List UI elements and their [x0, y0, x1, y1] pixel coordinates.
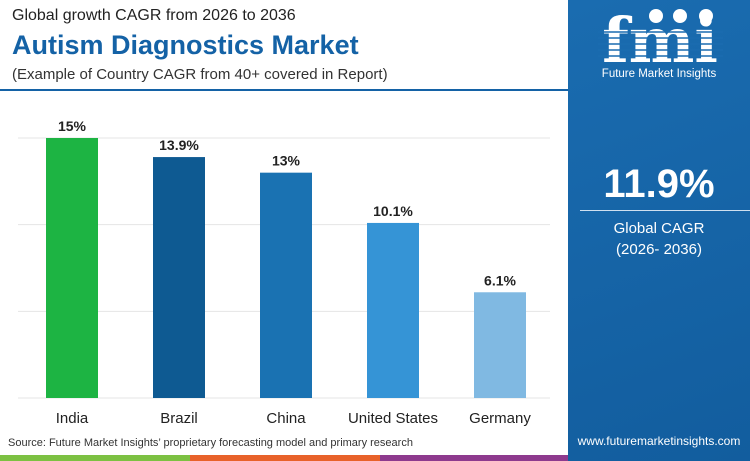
bar-chart: 15% India 13.9% Brazil 13% China 10.1% United S…	[18, 118, 550, 427]
data-label: 13%	[272, 153, 301, 169]
stripe-purple	[380, 455, 568, 461]
cagr-label: Global CAGR	[613, 220, 705, 237]
data-label: 13.9%	[159, 137, 199, 153]
x-tick-label: China	[266, 410, 306, 427]
brand-name: Future Market Insights	[601, 68, 717, 80]
x-tick-label: Germany	[469, 410, 531, 427]
stripe-green	[0, 455, 190, 461]
chart-title: Autism Diagnostics Market	[12, 30, 359, 60]
data-label: 10.1%	[373, 203, 413, 219]
divider	[580, 210, 750, 211]
bar-india	[46, 138, 98, 398]
fmi-logo: fmi	[598, 4, 723, 77]
x-tick-label: United States	[348, 410, 438, 427]
chart-subtitle: Global growth CAGR from 2026 to 2036	[12, 7, 296, 24]
divider	[0, 89, 568, 91]
chart-note: (Example of Country CAGR from 40+ covere…	[12, 66, 388, 83]
data-label: 6.1%	[484, 272, 516, 288]
data-label: 15%	[58, 118, 87, 134]
bar-united-states	[367, 222, 419, 398]
bar-germany	[474, 292, 526, 398]
x-tick-label: India	[56, 410, 89, 427]
bar-brazil	[153, 157, 205, 398]
stripe-orange	[190, 455, 380, 461]
x-tick-label: Brazil	[160, 410, 198, 427]
source-note: Source: Future Market Insights’ propriet…	[8, 437, 413, 449]
cagr-period: (2026- 2036)	[616, 241, 702, 258]
bar-china	[260, 172, 312, 398]
website-link[interactable]: www.futuremarketinsights.com	[577, 434, 741, 448]
global-cagr-label: Global CAGR (2026- 2036)	[568, 218, 750, 260]
summary-panel: fmi Future Market Insights 11.9% Global …	[568, 0, 750, 461]
global-cagr-value: 11.9%	[603, 162, 715, 206]
